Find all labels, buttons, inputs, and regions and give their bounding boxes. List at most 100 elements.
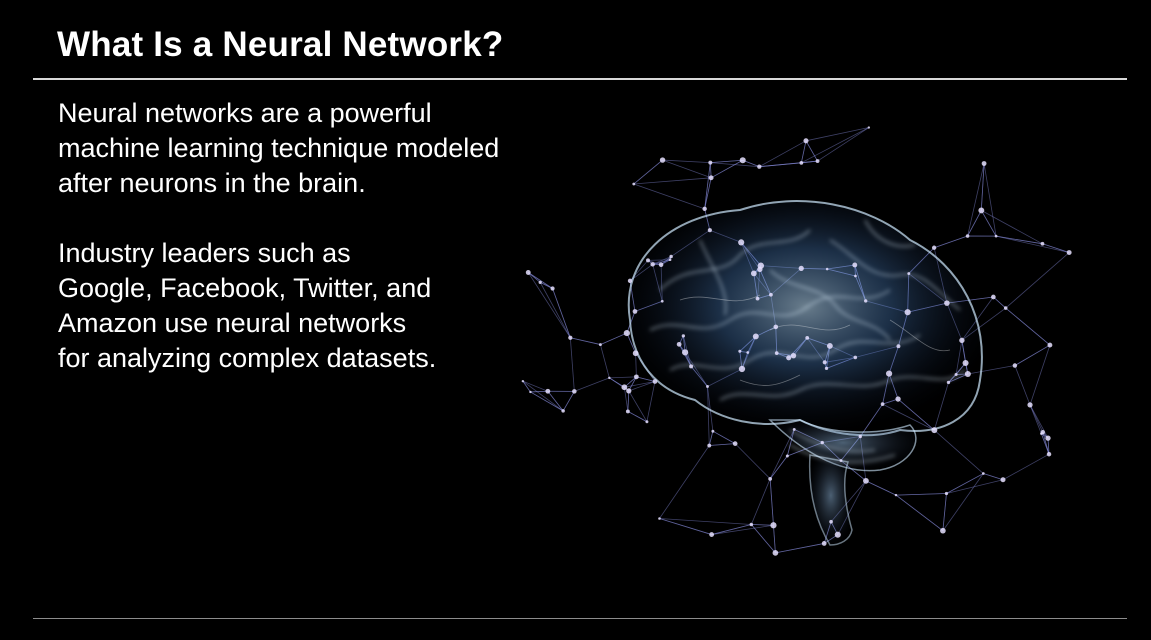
network-nodes bbox=[521, 126, 1072, 556]
network-line bbox=[773, 525, 776, 553]
network-node bbox=[798, 265, 804, 271]
network-line bbox=[659, 445, 710, 519]
network-line bbox=[751, 524, 776, 554]
network-node bbox=[626, 388, 632, 394]
network-line bbox=[530, 390, 548, 393]
network-node bbox=[669, 254, 673, 259]
network-line bbox=[704, 162, 711, 209]
network-node bbox=[770, 522, 777, 529]
network-node bbox=[964, 370, 971, 378]
network-line bbox=[711, 524, 752, 535]
network-line bbox=[993, 296, 1006, 309]
network-line bbox=[1040, 433, 1050, 455]
network-line bbox=[633, 159, 663, 185]
network-line bbox=[609, 376, 637, 379]
network-line bbox=[980, 163, 985, 211]
network-line bbox=[759, 162, 802, 168]
network-node bbox=[757, 262, 765, 269]
network-line bbox=[981, 210, 1043, 245]
network-node bbox=[545, 388, 551, 394]
network-line bbox=[967, 163, 985, 237]
network-node bbox=[623, 329, 630, 337]
network-line bbox=[710, 159, 743, 164]
network-line bbox=[527, 272, 571, 338]
network-line bbox=[539, 282, 571, 338]
network-line bbox=[659, 518, 712, 535]
network-line bbox=[1042, 432, 1050, 455]
network-line bbox=[627, 390, 630, 412]
network-line bbox=[1005, 307, 1051, 346]
brain-network-illustration bbox=[521, 126, 1072, 556]
network-line bbox=[628, 381, 656, 392]
network-node bbox=[790, 352, 797, 359]
network-line bbox=[708, 431, 714, 446]
network-line bbox=[626, 332, 636, 354]
network-node bbox=[853, 355, 858, 360]
network-node bbox=[826, 342, 833, 349]
network-line bbox=[967, 210, 982, 237]
network-line bbox=[865, 480, 897, 496]
network-line bbox=[709, 443, 736, 446]
network-line bbox=[1005, 252, 1070, 309]
network-node bbox=[834, 531, 841, 538]
network-node bbox=[681, 349, 689, 356]
network-node bbox=[709, 532, 715, 537]
network-line bbox=[751, 524, 776, 554]
network-node bbox=[676, 341, 682, 347]
network-node bbox=[689, 364, 694, 369]
network-line bbox=[817, 127, 870, 162]
network-node bbox=[652, 379, 658, 384]
network-node bbox=[880, 402, 885, 406]
network-node bbox=[632, 309, 638, 314]
network-node bbox=[768, 476, 773, 481]
network-line bbox=[712, 430, 736, 444]
network-line bbox=[895, 493, 947, 496]
network-line bbox=[865, 480, 897, 496]
network-line bbox=[805, 140, 818, 162]
network-line bbox=[540, 282, 553, 289]
network-line bbox=[711, 524, 774, 535]
network-line bbox=[980, 210, 997, 237]
network-node bbox=[907, 272, 911, 276]
network-line bbox=[530, 391, 564, 412]
network-line bbox=[980, 163, 985, 211]
network-line bbox=[769, 478, 774, 526]
paragraph-line: Google, Facebook, Twitter, and bbox=[58, 273, 432, 303]
network-line bbox=[1029, 404, 1049, 439]
network-line bbox=[805, 140, 818, 162]
network-line bbox=[1014, 365, 1031, 406]
network-line bbox=[710, 159, 743, 164]
network-line bbox=[522, 380, 564, 412]
brain-shape bbox=[627, 200, 983, 546]
network-node bbox=[978, 207, 985, 214]
network-node bbox=[774, 351, 779, 356]
network-line bbox=[527, 272, 541, 283]
network-node bbox=[752, 333, 759, 340]
network-node bbox=[739, 157, 746, 164]
network-node bbox=[769, 292, 773, 297]
network-line bbox=[1029, 344, 1051, 405]
network-node bbox=[991, 294, 996, 300]
network-line bbox=[609, 377, 625, 388]
network-line bbox=[711, 524, 752, 535]
network-line bbox=[552, 288, 571, 338]
network-node bbox=[538, 280, 542, 285]
network-line bbox=[1042, 432, 1050, 455]
network-node bbox=[824, 366, 829, 371]
network-line bbox=[704, 177, 712, 209]
network-node bbox=[668, 258, 672, 262]
network-node bbox=[708, 175, 714, 181]
network-line bbox=[980, 210, 997, 237]
network-node bbox=[772, 550, 779, 556]
network-node bbox=[1000, 477, 1006, 483]
network-node bbox=[1046, 451, 1052, 457]
network-node bbox=[738, 239, 745, 246]
network-node bbox=[746, 351, 750, 354]
network-line bbox=[1040, 433, 1050, 455]
network-line bbox=[775, 543, 825, 554]
network-node bbox=[815, 159, 820, 163]
network-node bbox=[598, 343, 602, 347]
network-node bbox=[904, 309, 911, 316]
network-node bbox=[829, 519, 833, 524]
